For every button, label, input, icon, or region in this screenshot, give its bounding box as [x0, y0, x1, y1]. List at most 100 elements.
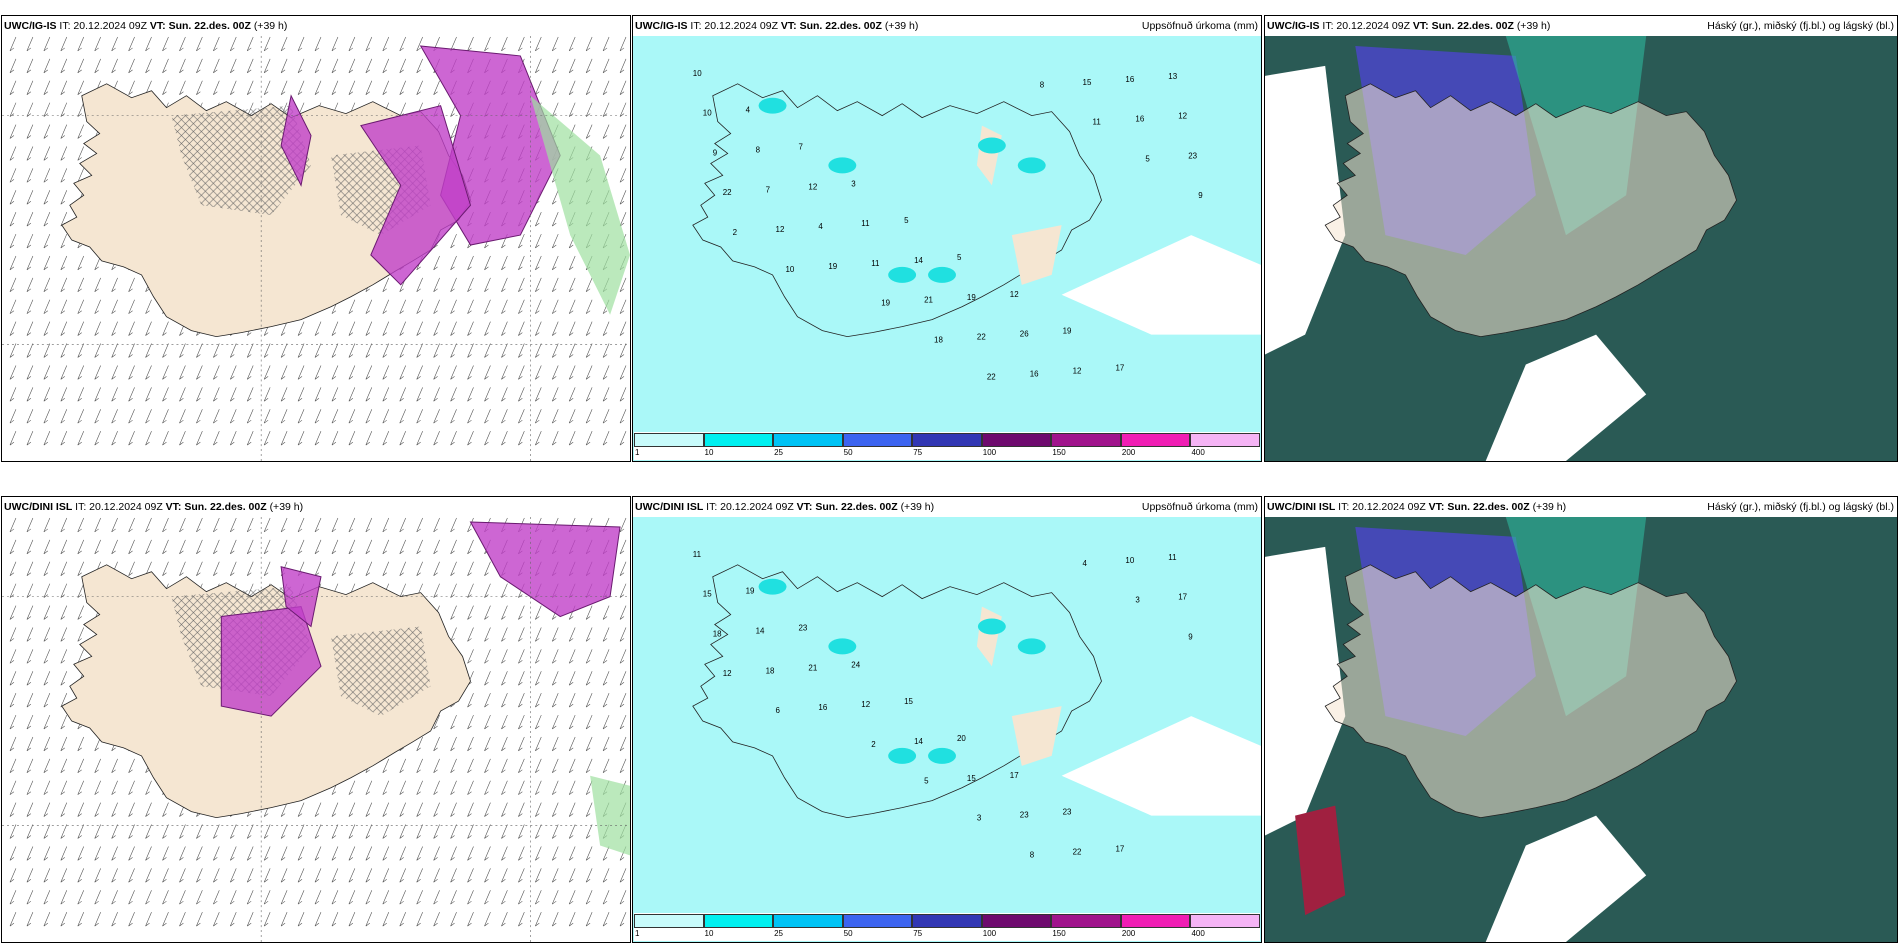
wind-barb	[585, 890, 593, 905]
wind-barb	[568, 299, 576, 314]
wind-barb	[94, 824, 101, 839]
precip-value-label: 18	[713, 629, 722, 638]
wind-barb	[280, 365, 288, 380]
wind-barb	[568, 802, 576, 817]
wind-barb	[26, 168, 34, 183]
wind-barb	[179, 824, 186, 839]
wind-barb	[467, 583, 474, 598]
wind-barb	[246, 36, 254, 52]
wind-barb	[246, 824, 254, 839]
wind-barb	[43, 539, 51, 555]
wind-barb	[399, 517, 406, 533]
cloud-map[interactable]	[1265, 517, 1897, 942]
wind-barb	[382, 58, 390, 74]
precip-map[interactable]: 11 19 23 24 15 20 17 23 17 11 15 14 21 12 14 15 23 22 10 17…	[633, 517, 1261, 942]
snow-area	[280, 94, 312, 187]
valid-time: Sun. 22.des. 00Z	[168, 20, 251, 32]
wind-barb	[263, 824, 271, 839]
rain-area	[530, 95, 630, 315]
wind-barb	[433, 387, 440, 402]
wind-barb	[297, 912, 305, 927]
wind-barb	[145, 387, 152, 402]
wind-barb	[619, 561, 627, 576]
cloud-map[interactable]	[1265, 36, 1897, 461]
wind-barb	[43, 299, 51, 314]
wind-barb	[551, 431, 559, 446]
wind-barb	[179, 431, 186, 446]
wind-barb	[9, 693, 17, 708]
wind-barb	[331, 58, 339, 74]
wind-barb	[26, 846, 34, 861]
wind-barb	[348, 321, 356, 336]
wind-barb	[162, 539, 169, 555]
precip-map[interactable]: 10 4 7 3 5 5 12 19 17 13 10 8 12 11 14 19 26 12 16 12 9 7 4 11 2…	[633, 36, 1261, 461]
wind-barb	[348, 561, 356, 576]
wind-snow-map[interactable]	[2, 517, 630, 942]
wind-barb	[467, 387, 474, 402]
wind-barb	[60, 343, 68, 358]
wind-barb	[619, 649, 627, 664]
wind-barb	[568, 343, 576, 358]
wind-barb	[535, 912, 542, 927]
wind-barb	[551, 912, 559, 927]
wind-barb	[518, 736, 525, 752]
wind-barb	[280, 80, 288, 95]
clear-sky-area	[1265, 546, 1346, 836]
wind-barb	[60, 627, 68, 642]
wind-barb	[518, 277, 525, 293]
wind-barb	[43, 277, 51, 293]
map-title: Háský (gr.), miðský (fj.bl.) og lágský (…	[1707, 501, 1894, 513]
wind-barb	[433, 539, 440, 555]
wind-barb	[145, 890, 152, 905]
map-svg	[2, 517, 630, 942]
wind-barb	[246, 846, 254, 861]
wind-barb	[229, 387, 237, 402]
wind-barb	[280, 539, 288, 555]
wind-barb	[246, 431, 254, 446]
wind-barb	[9, 212, 17, 227]
wind-barb	[43, 583, 51, 598]
wind-barb	[501, 387, 508, 402]
wind-barb	[551, 846, 559, 861]
wind-barb	[9, 868, 17, 883]
wind-barb	[535, 299, 542, 314]
wind-barb	[467, 409, 474, 424]
wind-barb	[111, 365, 118, 380]
wind-barb	[179, 343, 186, 358]
wind-barb	[94, 912, 101, 927]
wind-barb	[348, 58, 356, 74]
wind-barb	[518, 255, 525, 271]
wind-barb	[602, 912, 610, 927]
lead-time: (+39 h)	[1516, 20, 1551, 32]
wind-barb	[77, 58, 85, 74]
wind-barb	[43, 255, 51, 271]
colorbar-swatch	[703, 914, 774, 928]
wind-barb	[382, 758, 390, 774]
wind-barb	[26, 321, 34, 336]
wind-barb	[314, 36, 322, 52]
precip-value-label: 3	[851, 179, 856, 188]
wind-barb	[399, 780, 406, 795]
wind-snow-map[interactable]	[2, 36, 630, 461]
wind-barb	[128, 824, 135, 839]
wind-barb	[9, 387, 17, 402]
wind-barb	[331, 409, 339, 424]
wind-barb	[9, 605, 17, 620]
wind-barb	[9, 299, 17, 314]
wind-barb	[280, 517, 288, 533]
wind-barb	[568, 255, 576, 271]
wind-barb	[551, 649, 559, 664]
wind-barb	[43, 190, 51, 205]
wind-barb	[60, 649, 68, 664]
wind-barb	[535, 758, 542, 774]
wind-barb	[263, 561, 271, 576]
wind-barb	[26, 58, 34, 74]
snow-area	[360, 105, 472, 286]
wind-barb	[416, 321, 423, 336]
wind-barb	[26, 387, 34, 402]
precip-value-label: 19	[1063, 327, 1072, 336]
wind-barb	[26, 146, 34, 161]
precip-value-label: 5	[957, 253, 962, 262]
panel-igis-wind-snow: UWC/IG-IS IT: 20.12.2024 09Z VT: Sun. 22…	[1, 15, 631, 462]
precip-area	[928, 266, 956, 283]
